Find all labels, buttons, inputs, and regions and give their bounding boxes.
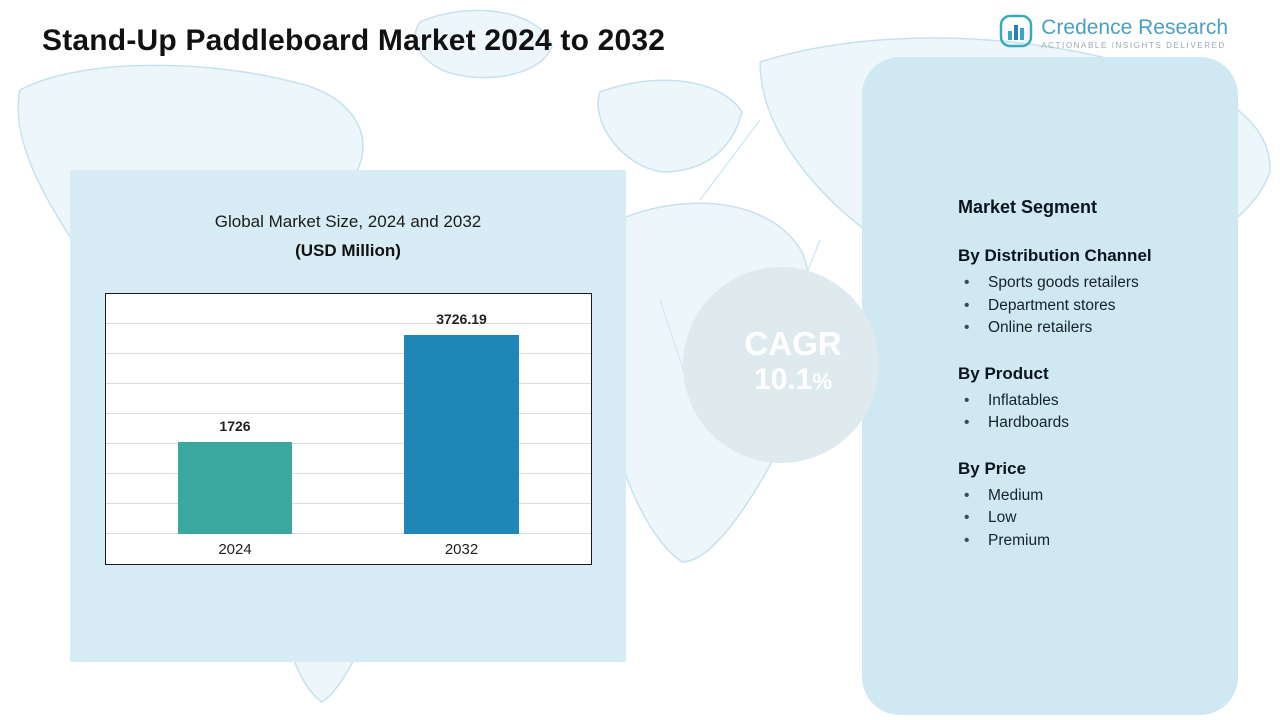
chart-title: Global Market Size, 2024 and 2032 (214, 212, 482, 231)
segment-item-label: Sports goods retailers (988, 274, 1139, 291)
bullet-icon: • (964, 274, 970, 291)
cagr-percent-sign: % (812, 369, 832, 394)
bar-chart-plot-area: 1726 3726.19 (106, 294, 591, 534)
bullet-icon: • (964, 296, 970, 314)
bar-2032 (404, 335, 519, 534)
segment-item-label: Online retailers (988, 319, 1093, 336)
list-item: • Low (958, 507, 1198, 530)
logo-name: Credence Research (1041, 16, 1228, 39)
segment-list: • Medium • Low • Premium (958, 485, 1198, 553)
list-item: • Inflatables (958, 390, 1198, 413)
chart-subtitle: (USD Million) (295, 241, 401, 260)
list-item: • Premium (958, 530, 1198, 553)
bar-category-label: 2024 (218, 541, 252, 558)
segment-panel-title: Market Segment (958, 197, 1098, 217)
logo-barchart-icon (999, 14, 1033, 53)
cagr-value: 10.1% (754, 362, 832, 400)
bar-value-label: 3726.19 (436, 311, 487, 327)
bar-2024 (178, 442, 292, 534)
segment-item-label: Inflatables (988, 391, 1059, 409)
list-item: • Hardboards (958, 412, 1198, 435)
bullet-icon: • (964, 531, 970, 549)
chart-panel: Global Market Size, 2024 and 2032 (USD M… (70, 170, 626, 662)
segment-heading: By Distribution Channel (958, 246, 1152, 265)
cagr-badge: CAGR 10.1% (683, 267, 879, 463)
bar-category-label: 2032 (444, 541, 479, 558)
list-item: • Online retailers (958, 317, 1198, 340)
cagr-value-number: 10.1 (754, 363, 813, 396)
segment-item-label: Hardboards (988, 414, 1069, 431)
bullet-icon: • (964, 319, 970, 336)
segment-group-product: By Product • Inflatables • Hardboards (958, 364, 1198, 435)
list-item: • Department stores (958, 295, 1198, 318)
segment-list: • Sports goods retailers • Department stor… (958, 272, 1198, 340)
logo-text: Credence Research Actionable Insights De… (1041, 16, 1228, 51)
segment-heading: By Product (958, 363, 1049, 383)
segment-group-distribution-channel: By Distribution Channel • Sports goods re… (958, 246, 1198, 340)
bar-chart: 1726 3726.19 2024 2032 (105, 293, 592, 565)
logo-tagline: Actionable Insights Delivered (1041, 41, 1226, 50)
list-item: • Sports goods retailers (958, 272, 1198, 295)
cagr-label: CAGR (744, 325, 842, 362)
bullet-icon: • (964, 509, 970, 526)
bullet-icon: • (964, 391, 970, 409)
segment-item-label: Low (988, 509, 1017, 526)
bar-value-label: 1726 (219, 418, 251, 434)
market-segment-panel: Market Segment By Distribution Channel •… (862, 57, 1238, 715)
logo: Credence Research Actionable Insights De… (999, 14, 1228, 53)
segment-item-label: Department stores (988, 296, 1116, 314)
page-title: Stand-Up Paddleboard Market 2024 to 2032 (42, 24, 666, 57)
bullet-icon: • (964, 414, 970, 431)
bullet-icon: • (964, 486, 970, 504)
segment-item-label: Medium (988, 486, 1044, 504)
segment-list: • Inflatables • Hardboards (958, 390, 1198, 435)
list-item: • Medium (958, 485, 1198, 508)
segment-item-label: Premium (988, 531, 1051, 549)
segment-group-price: By Price • Medium • Low • Premium (958, 459, 1198, 553)
segment-heading: By Price (958, 458, 1027, 478)
